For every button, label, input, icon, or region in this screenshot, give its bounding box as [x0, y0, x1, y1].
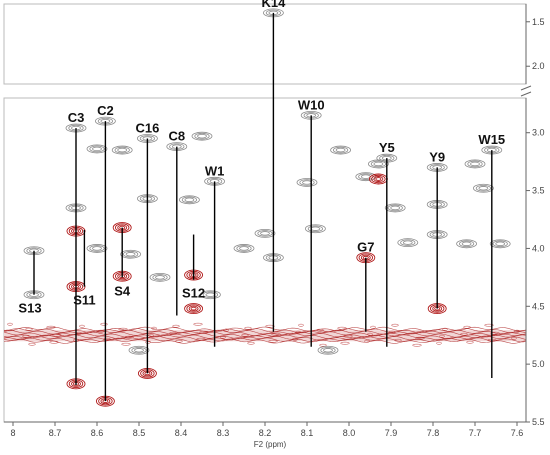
y-tick-label: 3.0 [532, 128, 545, 138]
y-tick-label: 2.0 [532, 61, 545, 71]
gray-peak [86, 144, 108, 154]
assignment-label: C8 [168, 129, 185, 144]
x-tick-label: 8.6 [91, 428, 104, 438]
y-tick-label: 5.5 [532, 417, 545, 427]
gray-peak [111, 145, 133, 155]
assignment-label: C2 [97, 103, 114, 118]
red-peak [427, 303, 447, 315]
gray-peak [397, 238, 419, 248]
red-peak [184, 303, 204, 315]
assignment-label: S11 [73, 293, 95, 308]
x-tick-label: 7.9 [385, 428, 398, 438]
gray-peak [128, 345, 150, 355]
gray-peak [330, 145, 352, 155]
gray-peak [149, 272, 171, 282]
gray-peak [384, 203, 406, 213]
y-tick-label: 4.0 [532, 243, 545, 253]
assignment-label: G7 [357, 240, 374, 255]
assignment-label: W10 [298, 97, 325, 112]
x-tick-label: 7.7 [469, 428, 482, 438]
gray-peak [317, 345, 339, 355]
assignment-label: C16 [135, 121, 159, 136]
gray-peak [489, 239, 511, 249]
x-tick-label: 8.3 [217, 428, 230, 438]
gray-peak [86, 244, 108, 253]
x-tick-label: 8.5 [133, 428, 146, 438]
gray-peak [472, 183, 494, 193]
x-tick-label: 7.6 [511, 428, 524, 438]
assignment-label: S13 [18, 301, 41, 316]
gray-peak [178, 195, 200, 205]
red-peak [368, 173, 388, 185]
assignment-label: C3 [68, 110, 85, 125]
assignment-label: Y9 [429, 149, 445, 164]
y-tick-label: 4.5 [532, 301, 545, 311]
gray-peak [296, 178, 318, 187]
x-axis-title: F2 (ppm) [254, 440, 287, 449]
gray-peak [120, 249, 142, 259]
x-tick-label: 8.7 [49, 428, 62, 438]
x-tick-label: 8 [10, 428, 15, 438]
y-tick-label: 5.0 [532, 359, 545, 369]
assignment-label: S4 [114, 283, 131, 298]
x-tick-label: 8.2 [259, 428, 272, 438]
y-tick-label: 3.5 [532, 186, 545, 196]
gray-peak [254, 228, 276, 238]
x-tick-label: 8.4 [175, 428, 188, 438]
x-tick-label: 8.0 [343, 428, 356, 438]
gray-peak [464, 159, 486, 169]
x-tick-label: 7.8 [427, 428, 440, 438]
gray-peak [199, 290, 221, 300]
gray-peak [191, 131, 213, 141]
assignment-label: W15 [478, 132, 505, 147]
y-tick-label: 1.5 [532, 17, 545, 27]
assignment-label: W1 [205, 163, 225, 178]
gray-peak [233, 244, 255, 253]
assignment-label: Y5 [379, 140, 395, 155]
axis-break-mark [520, 85, 532, 97]
upper-panel-frame [3, 3, 527, 85]
assignment-label: K14 [261, 0, 286, 10]
gray-peak [456, 239, 478, 249]
gray-peak [304, 224, 326, 234]
x-tick-label: 8.1 [301, 428, 314, 438]
solvent-band [4, 322, 526, 347]
assignment-label: S12 [182, 286, 205, 301]
